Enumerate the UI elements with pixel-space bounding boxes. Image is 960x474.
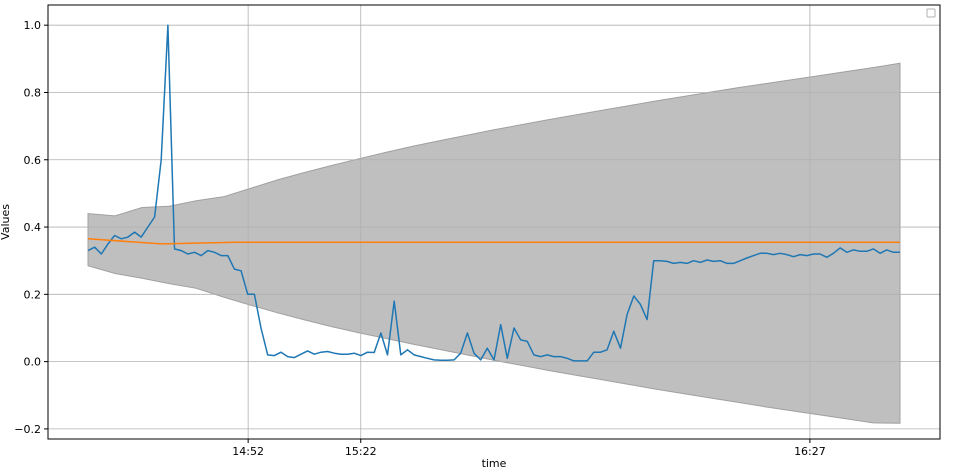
plot-frame	[47, 4, 941, 440]
confidence-band	[87, 62, 901, 424]
y-tick-label: 0.0	[24, 356, 42, 369]
legend-box	[926, 8, 936, 18]
y-tick-label: 0.4	[24, 221, 42, 234]
band-area	[87, 62, 901, 424]
series-line-actual	[87, 24, 900, 362]
y-tick-label: 1.0	[24, 19, 42, 32]
series	[87, 24, 900, 362]
y-tick-label: 0.6	[24, 154, 42, 167]
grid-lines	[48, 5, 940, 439]
x-tick-label: 14:52	[232, 445, 264, 458]
series-line-mean	[87, 238, 900, 245]
x-axis-label: time	[482, 457, 507, 470]
y-ticks: −0.2 0.0 0.2 0.4 0.6 0.8 1.0	[14, 19, 48, 436]
x-ticks: 14:52 15:22 16:27	[232, 439, 826, 458]
x-tick-label: 15:22	[345, 445, 377, 458]
y-tick-label: 0.8	[24, 86, 42, 99]
x-tick-label: 16:27	[794, 445, 826, 458]
y-tick-label: −0.2	[14, 423, 41, 436]
y-axis-label: Values	[0, 204, 12, 240]
y-tick-label: 0.2	[24, 288, 42, 301]
